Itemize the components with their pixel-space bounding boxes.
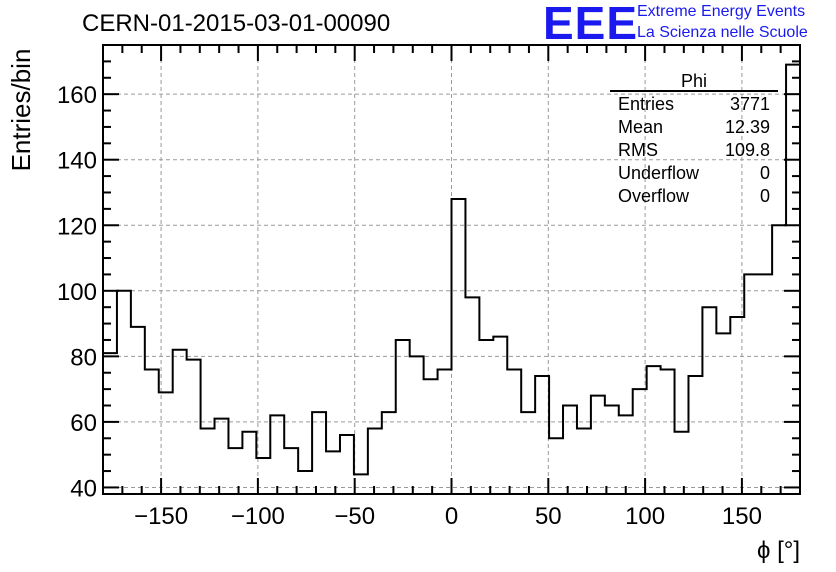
stats-label-entries: Entries <box>618 94 674 114</box>
y-tick-label: 80 <box>70 344 97 371</box>
stats-box: Phi Entries 3771 Mean 12.39 RMS 109.8 Un… <box>610 71 778 206</box>
y-tick-label: 120 <box>57 213 97 240</box>
tick-labels: −150 −100 −50 0 50 100 150 40 60 80 100 120 140 160 <box>57 82 762 530</box>
x-axis-title: ϕ [°] <box>757 537 800 564</box>
stats-value-underflow: 0 <box>760 163 770 183</box>
stats-title: Phi <box>681 71 707 91</box>
y-tick-label: 40 <box>70 475 97 502</box>
stats-label-underflow: Underflow <box>618 163 700 183</box>
x-tick-label: 50 <box>535 503 562 530</box>
stats-value-rms: 109.8 <box>725 140 770 160</box>
eee-logo: EEE <box>543 0 639 49</box>
x-tick-label: −50 <box>334 503 375 530</box>
stats-value-mean: 12.39 <box>725 117 770 137</box>
stats-label-rms: RMS <box>618 140 658 160</box>
y-tick-label: 60 <box>70 410 97 437</box>
y-tick-label: 160 <box>57 82 97 109</box>
run-title: CERN-01-2015-03-01-00090 <box>82 10 391 37</box>
x-tick-label: 100 <box>625 503 665 530</box>
y-tick-label: 100 <box>57 279 97 306</box>
stats-value-entries: 3771 <box>730 94 770 114</box>
y-tick-label: 140 <box>57 148 97 175</box>
logo-subtitle-line1: Extreme Energy Events <box>637 3 806 20</box>
x-tick-label: −100 <box>231 503 285 530</box>
y-axis-title: Entries/bin <box>6 49 36 172</box>
logo-subtitle-line2: La Scienza nelle Scuole <box>637 24 808 41</box>
stats-value-overflow: 0 <box>760 186 770 206</box>
stats-label-overflow: Overflow <box>618 186 690 206</box>
stats-label-mean: Mean <box>618 117 663 137</box>
x-tick-label: 150 <box>722 503 762 530</box>
histogram-outline <box>103 63 800 476</box>
x-tick-label: −150 <box>134 503 188 530</box>
x-tick-label: 0 <box>445 503 458 530</box>
